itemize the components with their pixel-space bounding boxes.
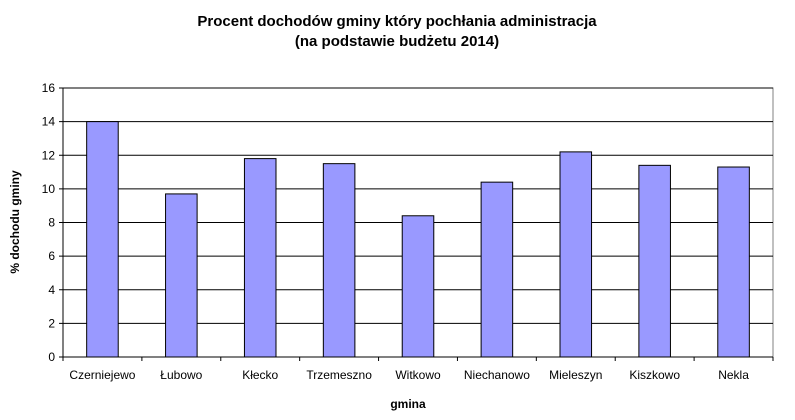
y-tick-label: 12 xyxy=(42,148,56,162)
y-tick-label: 6 xyxy=(48,249,55,263)
bar-4 xyxy=(401,215,435,358)
bar-5 xyxy=(480,181,514,358)
y-tick-label: 2 xyxy=(48,316,55,330)
bar-7 xyxy=(638,164,671,358)
x-tick-label: Kłecko xyxy=(242,368,278,382)
x-tick-label: Nekla xyxy=(718,368,749,382)
x-tick-label: Czerniejewo xyxy=(69,368,135,382)
bar-8 xyxy=(717,166,750,358)
y-tick-label: 14 xyxy=(42,115,56,129)
bar-0 xyxy=(86,121,119,358)
x-tick-label: Łubowo xyxy=(160,368,202,382)
y-tick-label: 8 xyxy=(48,216,55,230)
x-axis-ticks: Czerniejewo Łubowo Kłecko Trzemeszno Witkowo… xyxy=(62,357,774,382)
y-tick-label: 10 xyxy=(42,182,56,196)
bars-group xyxy=(86,121,750,358)
bar-3 xyxy=(322,163,356,358)
x-tick-label: Niechanowo xyxy=(464,368,530,382)
x-axis-title: gmina xyxy=(390,397,426,411)
chart-title: Procent dochodów gminy który pochłania a… xyxy=(197,13,597,30)
x-tick-label: Witkowo xyxy=(395,368,441,382)
y-tick-label: 16 xyxy=(42,81,56,95)
y-axis-ticks: 0 2 4 6 8 10 12 14 16 xyxy=(42,81,63,364)
y-tick-label: 4 xyxy=(48,283,55,297)
bar-2 xyxy=(243,158,277,358)
chart-subtitle: (na podstawie budżetu 2014) xyxy=(295,33,499,50)
y-axis-title: % dochodu gminy xyxy=(8,170,22,274)
x-tick-label: Trzemeszno xyxy=(306,368,372,382)
y-tick-label: 0 xyxy=(48,350,55,364)
bar-6 xyxy=(559,151,593,358)
bar-1 xyxy=(165,193,198,358)
x-tick-label: Kiszkowo xyxy=(629,368,680,382)
x-tick-label: Mieleszyn xyxy=(549,368,602,382)
